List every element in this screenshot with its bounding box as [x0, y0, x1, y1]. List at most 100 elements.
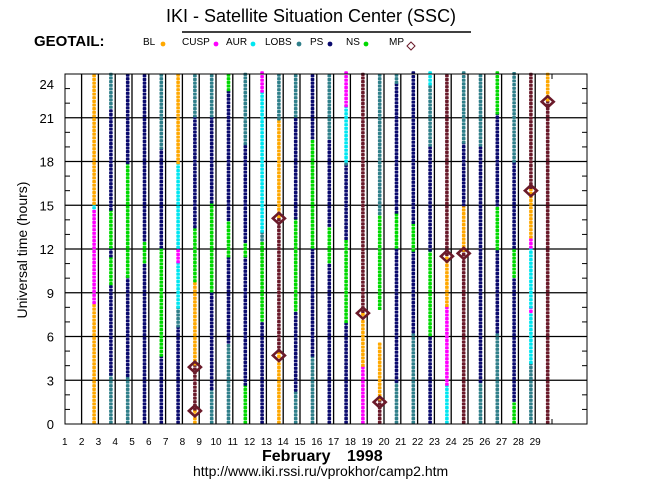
- data-dot: [159, 302, 164, 306]
- data-dot: [159, 212, 164, 216]
- day-column-22: [428, 71, 432, 424]
- data-dot: [142, 74, 147, 78]
- data-dot: [377, 299, 382, 303]
- data-dot: [109, 216, 113, 220]
- legend-marker-diamond: [406, 41, 416, 51]
- data-dot: [512, 380, 516, 384]
- data-dot: [226, 112, 231, 116]
- data-dot: [327, 158, 332, 162]
- data-dot: [226, 170, 231, 174]
- data-dot: [495, 293, 500, 297]
- data-dot: [193, 289, 197, 293]
- data-dot: [377, 346, 382, 350]
- data-dot: [109, 98, 113, 102]
- data-dot: [260, 376, 264, 381]
- data-dot: [293, 402, 298, 406]
- data-dot: [377, 201, 382, 205]
- data-dot: [310, 416, 315, 421]
- data-dot: [327, 329, 332, 333]
- data-dot: [209, 103, 214, 107]
- data-dot: [243, 120, 248, 124]
- data-dot: [495, 152, 500, 156]
- data-dot: [545, 340, 550, 344]
- data-dot: [445, 402, 449, 406]
- data-dot: [109, 384, 113, 388]
- data-dot: [478, 343, 483, 347]
- data-dot: [109, 354, 113, 358]
- data-dot: [109, 409, 113, 413]
- mp-crossings: [186, 94, 556, 419]
- data-dot: [243, 138, 248, 142]
- source-url[interactable]: http://www.iki.rssi.ru/vprokhor/camp2.ht…: [193, 463, 448, 479]
- data-dot: [293, 381, 298, 385]
- data-dot: [159, 131, 164, 136]
- data-dot: [377, 226, 382, 230]
- data-dot: [344, 225, 348, 230]
- data-dot: [209, 343, 214, 347]
- data-dot: [277, 131, 281, 135]
- data-dot: [125, 249, 130, 253]
- data-dot: [411, 319, 416, 323]
- data-dot: [512, 194, 516, 198]
- data-dot: [512, 344, 516, 348]
- data-dot: [92, 158, 96, 162]
- data-dot: [361, 402, 365, 406]
- day-column-19: [377, 73, 382, 424]
- data-dot: [243, 90, 248, 95]
- data-dot: [411, 297, 416, 301]
- data-dot: [529, 305, 533, 309]
- data-dot: [411, 304, 416, 308]
- data-dot: [478, 277, 483, 281]
- data-dot: [327, 285, 332, 289]
- data-dot: [529, 152, 533, 157]
- data-dot: [142, 347, 147, 351]
- data-dot: [377, 77, 382, 81]
- data-dot: [428, 82, 432, 86]
- data-dot: [428, 300, 432, 304]
- data-dot: [142, 85, 147, 89]
- data-dot: [209, 193, 214, 197]
- data-dot: [512, 369, 516, 373]
- data-dot: [377, 153, 382, 157]
- data-dot: [377, 204, 382, 208]
- data-dot: [411, 248, 416, 252]
- data-dot: [344, 229, 348, 233]
- data-dot: [243, 101, 248, 106]
- data-dot: [260, 300, 264, 304]
- data-dot: [260, 127, 264, 131]
- data-dot: [142, 398, 147, 402]
- data-dot: [310, 380, 315, 384]
- data-dot: [478, 103, 483, 107]
- data-dot: [109, 134, 113, 138]
- data-dot: [310, 324, 315, 328]
- data-dot: [209, 271, 214, 275]
- data-dot: [461, 152, 466, 156]
- x-tick-label: 3: [96, 437, 102, 448]
- data-dot: [310, 349, 315, 354]
- data-dot: [529, 387, 533, 391]
- data-dot: [529, 163, 533, 168]
- data-dot: [545, 249, 550, 253]
- data-dot: [512, 307, 516, 311]
- data-dot: [310, 169, 315, 173]
- data-dot: [92, 362, 96, 366]
- data-dot: [109, 303, 113, 307]
- data-dot: [310, 190, 315, 195]
- data-dot: [209, 413, 214, 417]
- data-dot: [512, 325, 516, 329]
- x-axis-year: 1998: [347, 448, 383, 465]
- data-dot: [142, 333, 147, 337]
- data-dot: [92, 206, 96, 210]
- data-dot: [361, 284, 365, 288]
- data-dot: [545, 98, 550, 102]
- data-dot: [411, 82, 416, 86]
- data-dot: [176, 384, 180, 388]
- data-dot: [445, 320, 449, 324]
- data-dot: [193, 396, 197, 400]
- data-dot: [260, 252, 264, 257]
- data-dot: [277, 402, 281, 406]
- data-dot: [445, 395, 449, 399]
- legend-marker-cusp: [213, 41, 219, 47]
- data-dot: [193, 225, 197, 229]
- data-dot: [226, 239, 231, 243]
